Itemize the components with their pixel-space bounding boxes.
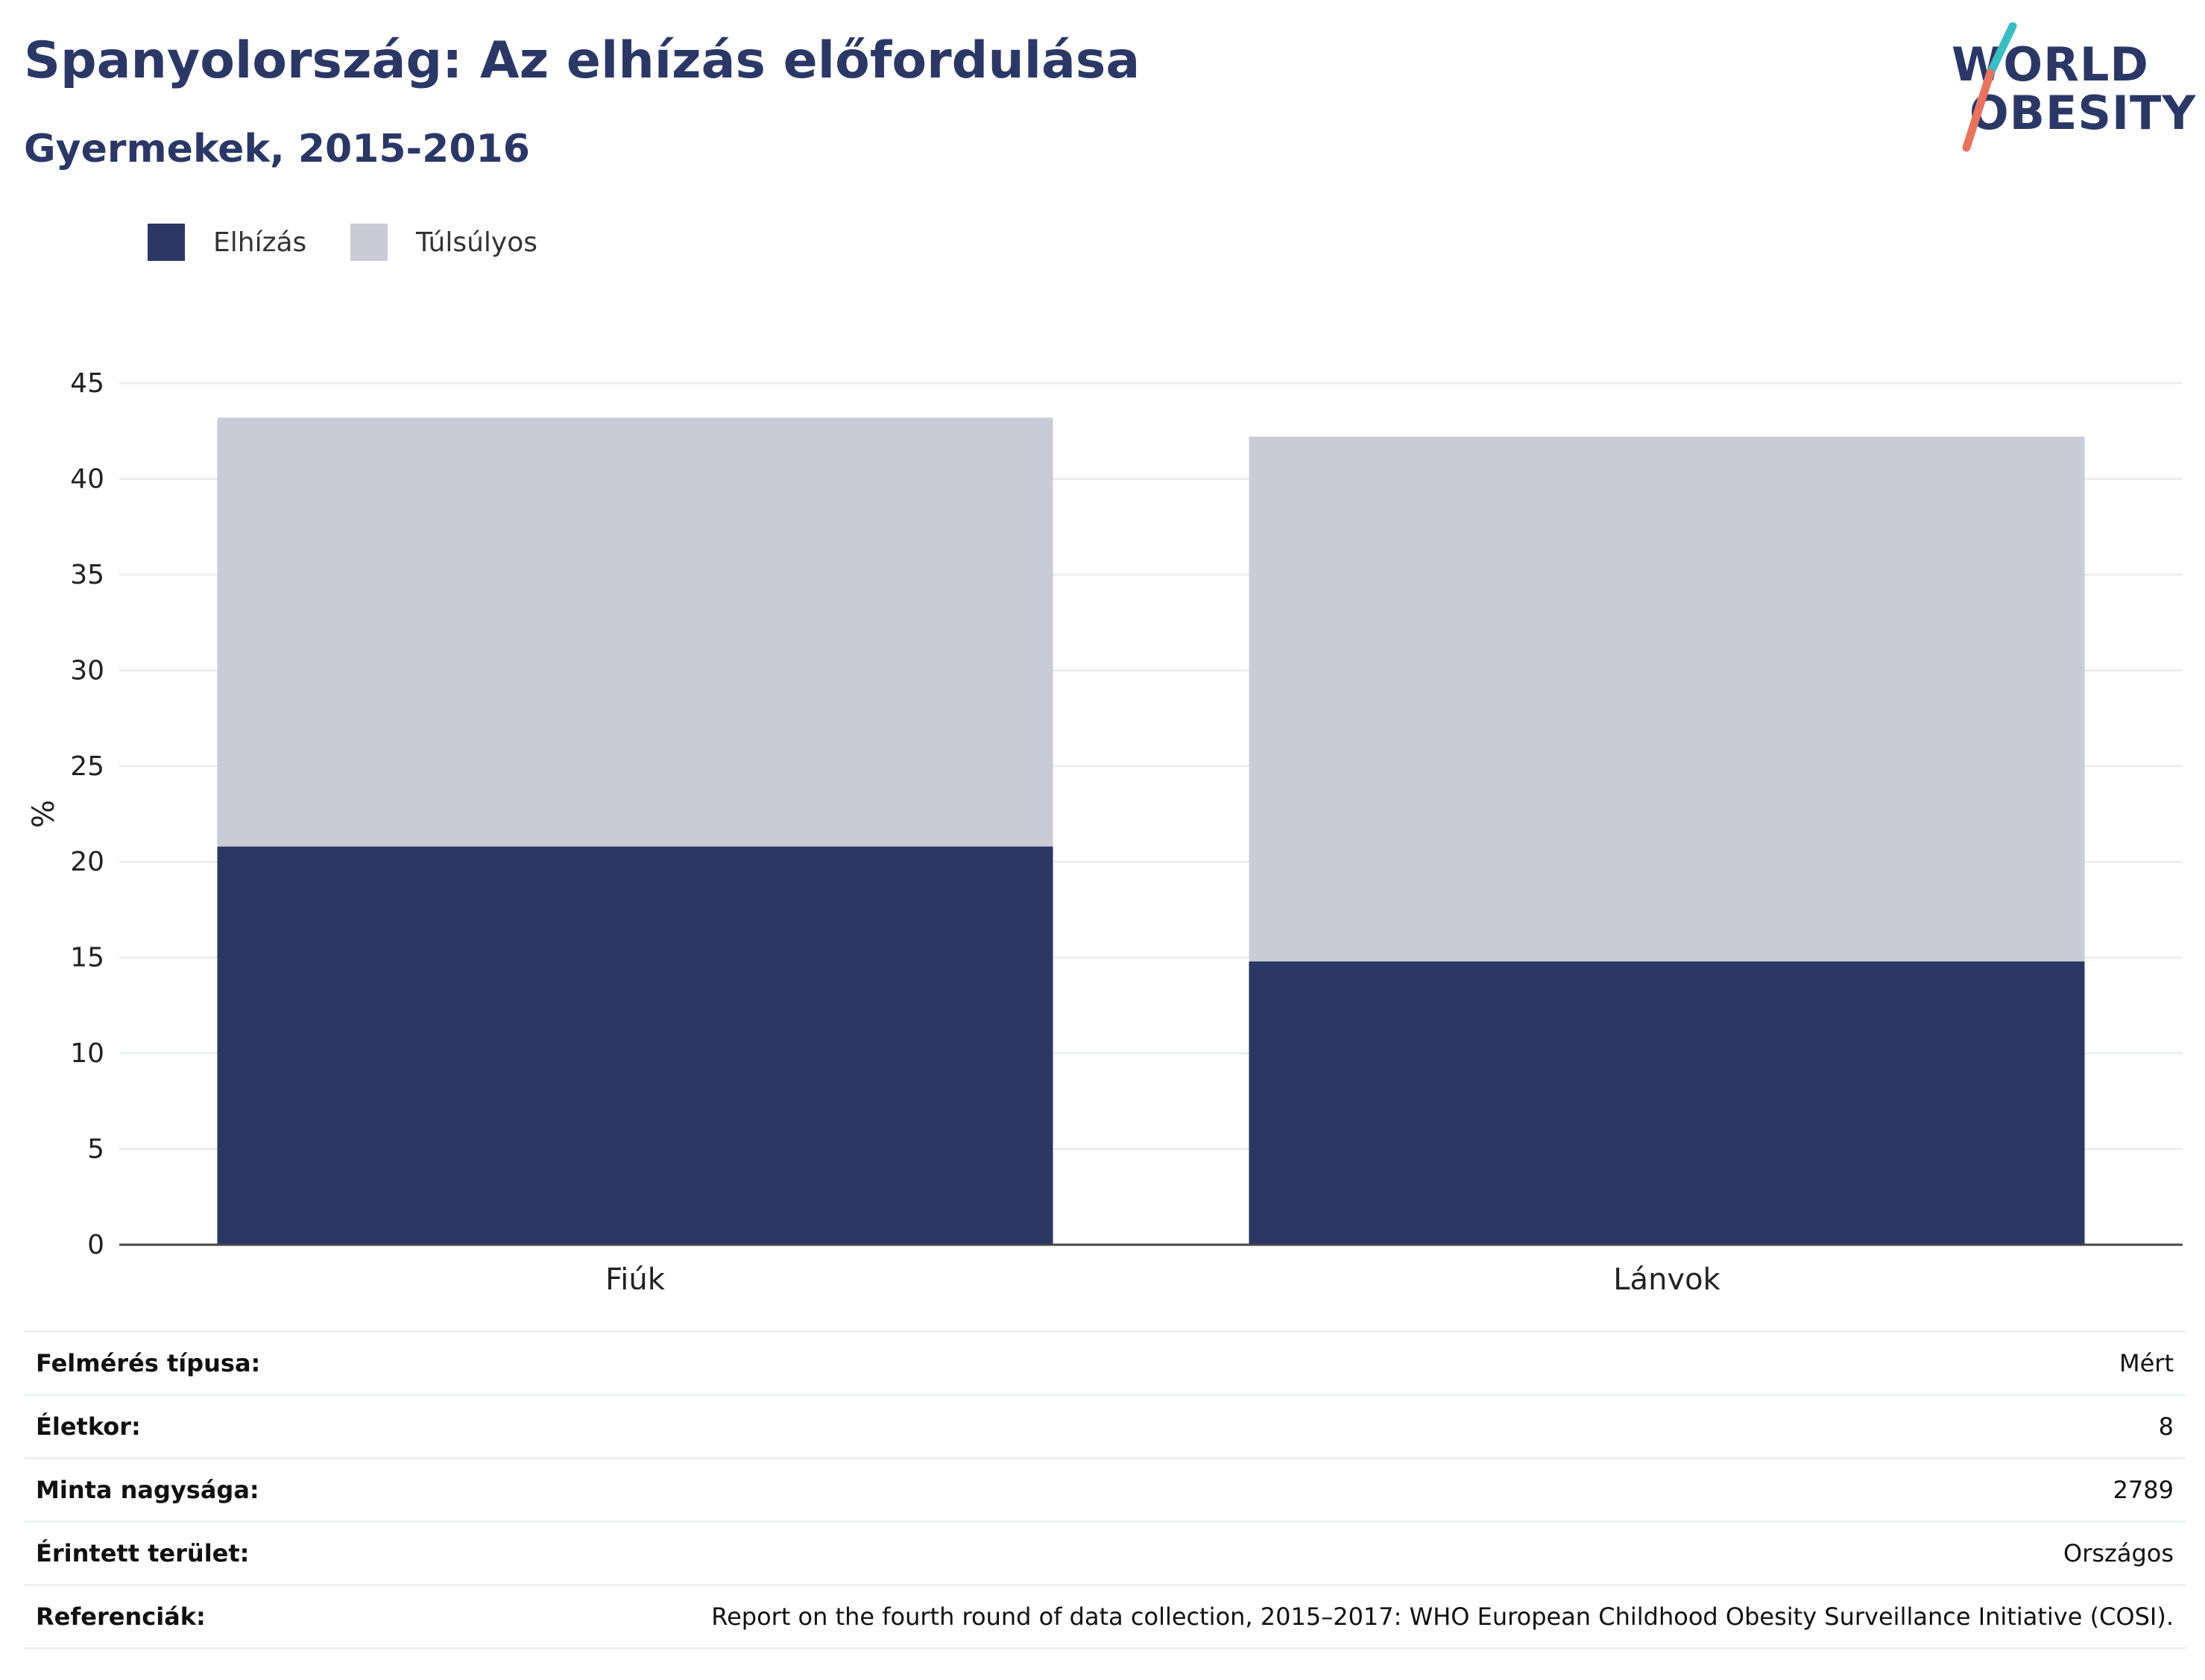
bar-Elhízás-Fiúk[interactable]: [217, 846, 1053, 1245]
info-value: Országos: [2063, 1539, 2174, 1567]
legend-item-overweight[interactable]: Túlsúlyos: [350, 224, 537, 261]
x-axis-categories: Fiúk Lányok: [605, 1263, 1720, 1289]
y-tick-label: 20: [70, 847, 104, 877]
info-value: Report on the fourth round of data colle…: [711, 1602, 2174, 1631]
info-label: Referenciák:: [36, 1602, 206, 1631]
info-table: Felmérés típusa: Mért Életkor: 8 Minta n…: [24, 1330, 2186, 1649]
world-obesity-logo: WORLD OBESITY: [1938, 22, 2195, 157]
legend-label-obesity: Elhízás: [213, 227, 307, 258]
y-axis-ticks: 0 5 10 15 20 25 30 35 40 45: [70, 368, 104, 1260]
info-label: Felmérés típusa:: [36, 1349, 261, 1377]
y-tick-label: 30: [70, 655, 104, 686]
info-row-references: Referenciák: Report on the fourth round …: [24, 1584, 2186, 1649]
info-row-sample-size: Minta nagysága: 2789: [24, 1457, 2186, 1520]
y-tick-label: 10: [70, 1038, 104, 1069]
bar-Elhízás-Lányok[interactable]: [1249, 961, 2085, 1245]
x-category-label: Fiúk: [605, 1263, 666, 1289]
legend-item-obesity[interactable]: Elhízás: [148, 224, 306, 261]
info-row-survey-type: Felmérés típusa: Mért: [24, 1330, 2186, 1394]
logo-slash-icon: [1962, 22, 2017, 152]
info-row-age: Életkor: 8: [24, 1394, 2186, 1457]
chart-subtitle: Gyermekek, 2015-2016: [24, 127, 530, 171]
y-tick-label: 35: [70, 560, 104, 590]
y-tick-label: 15: [70, 943, 104, 973]
legend-swatch-overweight: [350, 224, 388, 261]
info-label: Érintett terület:: [36, 1539, 250, 1567]
chart-title: Spanyolország: Az elhízás előfordulása: [24, 31, 1141, 90]
y-axis-title: %: [27, 800, 61, 828]
legend-swatch-obesity: [148, 224, 185, 261]
bars: [217, 417, 2085, 1245]
bar-Túlsúlyos-Lányok[interactable]: [1249, 436, 2085, 961]
stacked-bar-chart: 0 5 10 15 20 25 30 35 40 45 Fiúk Lányok %: [27, 368, 2183, 1289]
y-tick-label: 0: [87, 1230, 104, 1260]
info-value: 2789: [2113, 1476, 2174, 1504]
x-category-label: Lányok: [1613, 1263, 1720, 1289]
info-label: Életkor:: [36, 1412, 141, 1441]
y-tick-label: 25: [70, 751, 104, 782]
legend-label-overweight: Túlsúlyos: [416, 227, 538, 258]
y-tick-label: 40: [70, 464, 104, 494]
logo-text-obesity: OBESITY: [1969, 86, 2197, 140]
y-tick-label: 5: [87, 1134, 104, 1165]
bar-Túlsúlyos-Fiúk[interactable]: [217, 417, 1053, 847]
info-label: Minta nagysága:: [36, 1476, 259, 1504]
y-tick-label: 45: [70, 368, 104, 399]
info-value: Mért: [2119, 1349, 2174, 1377]
info-value: 8: [2158, 1412, 2174, 1441]
info-row-area: Érintett terület: Országos: [24, 1520, 2186, 1584]
